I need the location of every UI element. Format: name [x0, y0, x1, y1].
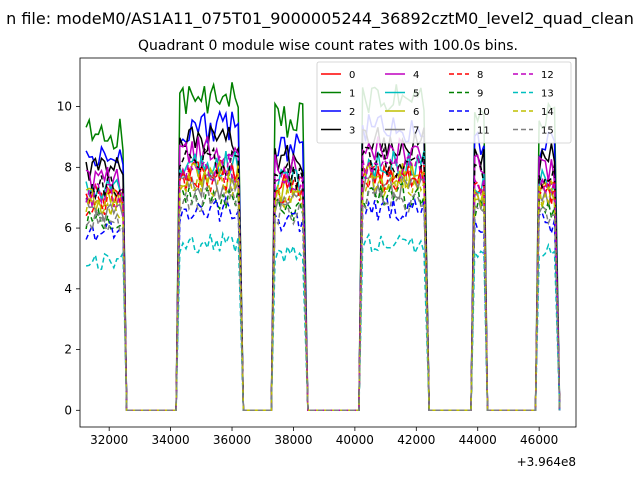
legend-label-6: 6 — [413, 107, 419, 118]
legend-label-14: 14 — [541, 107, 554, 118]
legend-label-12: 12 — [541, 70, 554, 81]
series-line-11 — [85, 146, 561, 412]
series-line-8 — [85, 162, 561, 412]
legend-label-13: 13 — [541, 89, 554, 100]
series-line-0 — [85, 159, 561, 412]
series-line-7 — [85, 170, 561, 412]
series-line-15 — [85, 185, 561, 412]
legend-label-4: 4 — [413, 70, 419, 81]
chart-title: Quadrant 0 module wise count rates with … — [138, 38, 518, 54]
legend-label-11: 11 — [477, 126, 490, 137]
x-tick-label: 42000 — [397, 433, 435, 447]
x-tick-label: 32000 — [90, 433, 128, 447]
legend-label-5: 5 — [413, 89, 419, 100]
series-line-6 — [85, 159, 561, 412]
legend-label-0: 0 — [349, 70, 355, 81]
series-line-3 — [85, 124, 561, 412]
legend-label-7: 7 — [413, 126, 419, 137]
legend-label-10: 10 — [477, 107, 490, 118]
y-tick-label: 10 — [57, 100, 72, 114]
x-tick-label: 38000 — [274, 433, 312, 447]
series-line-4 — [85, 136, 561, 412]
legend-label-8: 8 — [477, 70, 483, 81]
series-line-14 — [85, 168, 561, 412]
series-line-9 — [85, 181, 561, 412]
y-tick-label: 2 — [64, 343, 72, 357]
figure-suptitle: n file: modeM0/AS1A11_075T01_9000005244_… — [6, 9, 634, 28]
x-tick-label: 40000 — [336, 433, 374, 447]
y-tick-label: 8 — [64, 160, 72, 174]
legend-box — [316, 61, 572, 144]
legend-label-2: 2 — [349, 107, 355, 118]
y-tick-label: 0 — [64, 403, 72, 417]
y-axis: 0 2 4 6 8 10 — [57, 100, 80, 417]
legend-label-3: 3 — [349, 126, 355, 137]
series-line-12 — [85, 154, 561, 412]
x-tick-label: 34000 — [152, 433, 190, 447]
y-tick-label: 4 — [64, 282, 72, 296]
series-layer — [85, 81, 561, 412]
plot-frame — [79, 57, 577, 428]
series-line-10 — [85, 195, 561, 412]
series-line-13 — [85, 231, 561, 412]
legend-label-9: 9 — [477, 89, 483, 100]
series-line-5 — [85, 150, 561, 412]
legend-label-15: 15 — [541, 126, 554, 137]
x-tick-label: 44000 — [459, 433, 497, 447]
x-offset-label: +3.964e8 — [517, 455, 576, 469]
series-line-2 — [85, 109, 561, 412]
x-tick-label: 46000 — [520, 433, 558, 447]
y-tick-label: 6 — [64, 221, 72, 235]
x-axis: 32000 34000 36000 38000 40000 42000 44000 46000 — [90, 427, 558, 447]
legend-label-1: 1 — [349, 89, 355, 100]
x-tick-label: 36000 — [213, 433, 251, 447]
